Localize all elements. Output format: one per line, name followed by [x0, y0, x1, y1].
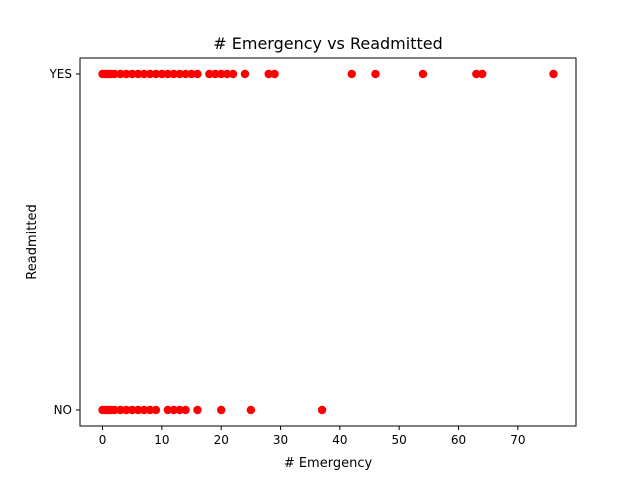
data-points — [98, 69, 558, 415]
data-point — [175, 405, 184, 415]
x-tick-label: 40 — [332, 433, 347, 447]
data-point — [217, 405, 226, 415]
data-point — [187, 69, 196, 79]
data-point — [110, 405, 119, 415]
x-tick-label: 50 — [392, 433, 407, 447]
data-point — [128, 69, 137, 79]
data-point — [163, 405, 173, 415]
data-point — [151, 405, 161, 415]
data-point — [116, 405, 125, 415]
data-point — [228, 69, 238, 79]
data-point — [270, 69, 279, 79]
x-tick-label: 60 — [451, 433, 466, 447]
data-point — [145, 405, 155, 415]
data-point — [139, 69, 149, 79]
data-point — [169, 69, 178, 79]
x-axis: 0 10 20 30 40 50 60 70 — [99, 426, 525, 447]
x-axis-label: # Emergency — [284, 456, 373, 471]
data-point — [240, 69, 250, 79]
x-tick-label: 70 — [510, 433, 525, 447]
data-point — [549, 69, 558, 79]
data-point — [193, 69, 202, 79]
data-point — [181, 405, 190, 415]
data-point — [157, 69, 167, 79]
data-point — [317, 405, 327, 415]
data-point — [211, 69, 220, 79]
y-tick-label: YES — [48, 67, 72, 81]
data-point — [418, 69, 428, 79]
data-point — [128, 405, 137, 415]
data-point — [371, 69, 380, 79]
chart-title: # Emergency vs Readmitted — [213, 34, 443, 53]
data-point — [122, 69, 131, 79]
y-axis-label: Readmitted — [25, 204, 40, 279]
data-point — [347, 69, 356, 79]
data-point — [110, 69, 119, 79]
data-point — [246, 405, 256, 415]
data-point — [163, 69, 173, 79]
data-point — [181, 69, 190, 79]
data-point — [193, 405, 202, 415]
x-tick-label: 30 — [273, 433, 288, 447]
data-point — [145, 69, 155, 79]
data-point — [175, 69, 184, 79]
x-tick-label: 10 — [154, 433, 169, 447]
data-point — [472, 69, 481, 79]
data-point — [122, 405, 131, 415]
data-point — [222, 69, 232, 79]
data-point — [116, 69, 125, 79]
y-tick-label: NO — [54, 403, 72, 417]
data-point — [139, 405, 149, 415]
plot-area — [79, 57, 577, 427]
data-point — [217, 69, 226, 79]
data-point — [133, 69, 143, 79]
y-axis: NO YES — [48, 67, 80, 417]
data-point — [151, 69, 161, 79]
x-tick-label: 0 — [99, 433, 107, 447]
data-point — [264, 69, 273, 79]
x-tick-label: 20 — [214, 433, 229, 447]
data-point — [169, 405, 178, 415]
data-point — [205, 69, 214, 79]
data-point — [478, 69, 487, 79]
data-point — [133, 405, 143, 415]
